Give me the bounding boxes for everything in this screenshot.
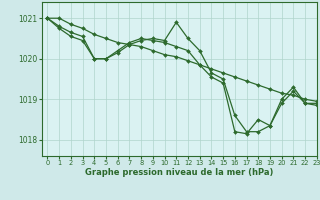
X-axis label: Graphe pression niveau de la mer (hPa): Graphe pression niveau de la mer (hPa): [85, 168, 273, 177]
